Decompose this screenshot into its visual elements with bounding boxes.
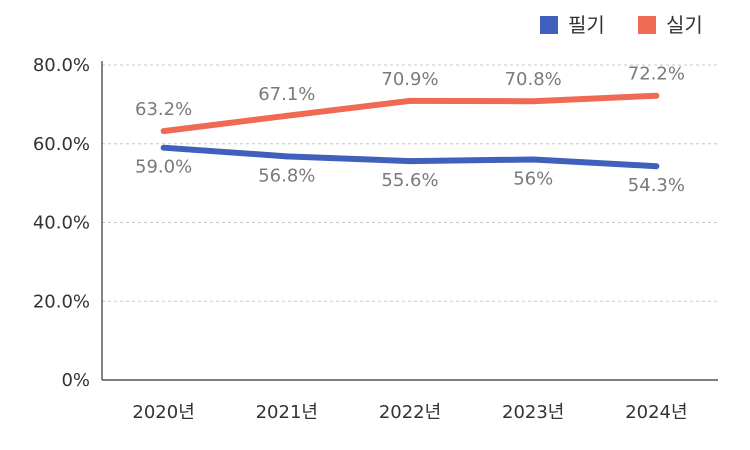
data-label: 70.8% bbox=[505, 69, 562, 90]
x-tick-label: 2020년 bbox=[132, 402, 194, 423]
x-tick-label: 2024년 bbox=[625, 402, 687, 423]
data-label: 72.2% bbox=[628, 64, 685, 85]
data-point bbox=[160, 128, 167, 135]
data-label: 70.9% bbox=[381, 69, 438, 90]
data-point bbox=[283, 153, 290, 160]
y-axis: 0% 20.0% 40.0% 60.0% 80.0% bbox=[33, 55, 103, 391]
data-point bbox=[530, 98, 537, 105]
y-tick-label: 0% bbox=[61, 370, 90, 391]
y-tick-label: 80.0% bbox=[33, 55, 90, 76]
data-point bbox=[407, 97, 413, 104]
data-point bbox=[530, 156, 537, 163]
legend-swatch bbox=[638, 16, 656, 34]
data-label: 56.8% bbox=[258, 165, 315, 186]
gridlines bbox=[102, 64, 718, 302]
legend: 필기 실기 bbox=[540, 13, 703, 37]
x-tick-label: 2021년 bbox=[256, 402, 318, 423]
data-label: 67.1% bbox=[258, 84, 315, 105]
data-point bbox=[653, 92, 660, 99]
data-label: 55.6% bbox=[381, 170, 438, 191]
x-tick-label: 2023년 bbox=[502, 402, 564, 423]
legend-label: 필기 bbox=[568, 13, 605, 37]
data-label: 63.2% bbox=[135, 99, 192, 120]
data-label: 56% bbox=[513, 169, 553, 190]
x-tick-label: 2022년 bbox=[379, 402, 441, 423]
y-tick-label: 20.0% bbox=[33, 291, 90, 312]
legend-swatch bbox=[540, 16, 558, 34]
series-lines bbox=[160, 92, 660, 170]
data-point bbox=[160, 144, 167, 151]
data-label: 59.0% bbox=[135, 157, 192, 178]
legend-label: 실기 bbox=[666, 13, 703, 37]
y-tick-label: 40.0% bbox=[33, 213, 90, 234]
data-labels: 59.0% 56.8% 55.6% 56% 54.3% 63.2% 67.1% 70.9% 70… bbox=[135, 64, 685, 196]
data-point bbox=[407, 158, 413, 165]
data-point bbox=[653, 163, 660, 170]
data-point bbox=[283, 112, 290, 119]
x-axis: 2020년 2021년 2022년 2023년 2024년 bbox=[102, 379, 718, 423]
data-label: 54.3% bbox=[628, 175, 685, 196]
y-tick-label: 60.0% bbox=[33, 134, 90, 155]
